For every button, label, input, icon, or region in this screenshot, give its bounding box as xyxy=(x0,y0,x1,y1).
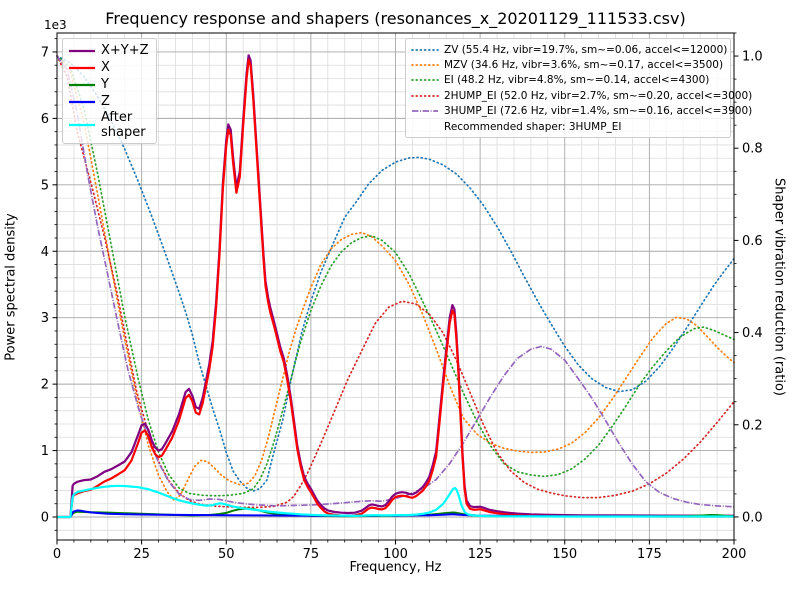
legend-item-label: Z xyxy=(101,94,110,109)
legend-swatch-solid-icon xyxy=(69,123,95,127)
y-right-tick-label: 0.4 xyxy=(742,326,763,341)
legend-swatch-solid-icon xyxy=(69,49,95,52)
y-axis-label-right: Shaper vibration reduction (ratio) xyxy=(771,178,787,396)
curve-mzv xyxy=(56,55,735,502)
legend-item: EI (48.2 Hz, vibr=4.8%, sm~=0.14, accel<… xyxy=(411,73,723,88)
x-tick-label: 150 xyxy=(552,547,577,562)
legend-item: Z xyxy=(68,93,149,110)
y-right-tick-label: 1.0 xyxy=(742,50,763,65)
legend-swatch-dotted-icon xyxy=(411,95,439,97)
y-left-tick-label: 6 xyxy=(41,112,49,127)
curves xyxy=(56,54,735,519)
curve-x xyxy=(57,58,734,519)
x-tick-label: 175 xyxy=(637,547,662,562)
legend-item: MZV (34.6 Hz, vibr=3.6%, sm~=0.17, accel… xyxy=(411,57,723,72)
x-tick-label: 25 xyxy=(133,547,150,562)
y-left-tick-label: 3 xyxy=(41,311,49,326)
y-left-tick-label: 2 xyxy=(41,378,49,393)
legend-item-label: MZV (34.6 Hz, vibr=3.6%, sm~=0.17, accel… xyxy=(444,59,724,72)
chart-title: Frequency response and shapers (resonanc… xyxy=(105,9,686,28)
x-tick-label: 0 xyxy=(53,547,61,562)
legend-item: ZV (55.4 Hz, vibr=19.7%, sm~=0.06, accel… xyxy=(411,42,727,57)
y-right-tick-label: 0.8 xyxy=(742,142,763,157)
y-axis-label-left: Power spectral density xyxy=(3,213,19,361)
legend-item: X+Y+Z xyxy=(68,42,149,59)
legend-swatch-dashdot-icon xyxy=(412,110,438,113)
x-tick-label: 75 xyxy=(303,547,320,562)
legend-item: After shaper xyxy=(68,110,149,140)
legend-item-label: EI (48.2 Hz, vibr=4.8%, sm~=0.14, accel<… xyxy=(444,74,710,87)
legend-note-row: Recommended shaper: 3HUMP_EI xyxy=(411,119,723,134)
legend-item: Y xyxy=(68,76,149,93)
legend-swatch-solid-icon xyxy=(69,83,95,86)
legend-swatch-solid-icon xyxy=(69,66,95,69)
x-tick-label: 50 xyxy=(218,547,235,562)
y-right-tick-label: 0.6 xyxy=(742,234,763,249)
legend-shapers: ZV (55.4 Hz, vibr=19.7%, sm~=0.06, accel… xyxy=(405,38,752,139)
y-right-tick-label: 0.0 xyxy=(742,510,763,525)
recommended-shaper-note: Recommended shaper: 3HUMP_EI xyxy=(444,120,622,133)
legend-item: X xyxy=(68,59,149,76)
x-axis-label: Frequency, Hz xyxy=(349,560,442,575)
legend-item-label: ZV (55.4 Hz, vibr=19.7%, sm~=0.06, accel… xyxy=(444,43,728,56)
legend-swatch-solid-icon xyxy=(69,100,95,103)
legend-item: 2HUMP_EI (52.0 Hz, vibr=2.7%, sm~=0.20, … xyxy=(411,88,752,103)
legend-swatch-dotted-icon xyxy=(411,79,439,82)
legend-item-label: After shaper xyxy=(101,110,146,140)
y-axis-offset-label: 1e3 xyxy=(44,18,67,32)
legend-item: 3HUMP_EI (72.6 Hz, vibr=1.4%, sm~=0.16, … xyxy=(411,104,752,119)
legend-swatch-dotted-icon xyxy=(411,48,439,51)
y-right-tick-label: 0.2 xyxy=(742,418,763,433)
curve-after-shaper xyxy=(57,484,734,519)
legend-item-label: 2HUMP_EI (52.0 Hz, vibr=2.7%, sm~=0.20, … xyxy=(444,89,753,102)
y-left-tick-label: 0 xyxy=(41,511,49,526)
legend-psd: X+Y+Z X Y Z After shaper xyxy=(62,38,157,144)
legend-item-label: Y xyxy=(101,77,109,92)
legend-swatch-dotted-icon xyxy=(411,64,439,66)
y-left-tick-label: 5 xyxy=(41,178,49,193)
curve-ei xyxy=(56,55,735,497)
x-tick-label: 200 xyxy=(722,547,747,562)
x-tick-label: 125 xyxy=(468,547,493,562)
legend-item-label: X+Y+Z xyxy=(101,43,149,58)
y-left-tick-label: 7 xyxy=(41,45,49,60)
ticks-and-labels: 0 25 50 75 100 125 150 175 200 0 1 2 3 4 5 6 7 0.0 0.2 0.4 0… xyxy=(41,32,763,562)
legend-item-label: 3HUMP_EI (72.6 Hz, vibr=1.4%, sm~=0.16, … xyxy=(444,105,753,118)
curve-3hump-ei xyxy=(56,55,735,508)
y-left-tick-label: 1 xyxy=(41,444,49,459)
y-left-tick-label: 4 xyxy=(41,245,49,260)
legend-item-label: X xyxy=(101,60,110,75)
curve-zv xyxy=(56,55,735,492)
x-tick-label: 100 xyxy=(383,547,408,562)
